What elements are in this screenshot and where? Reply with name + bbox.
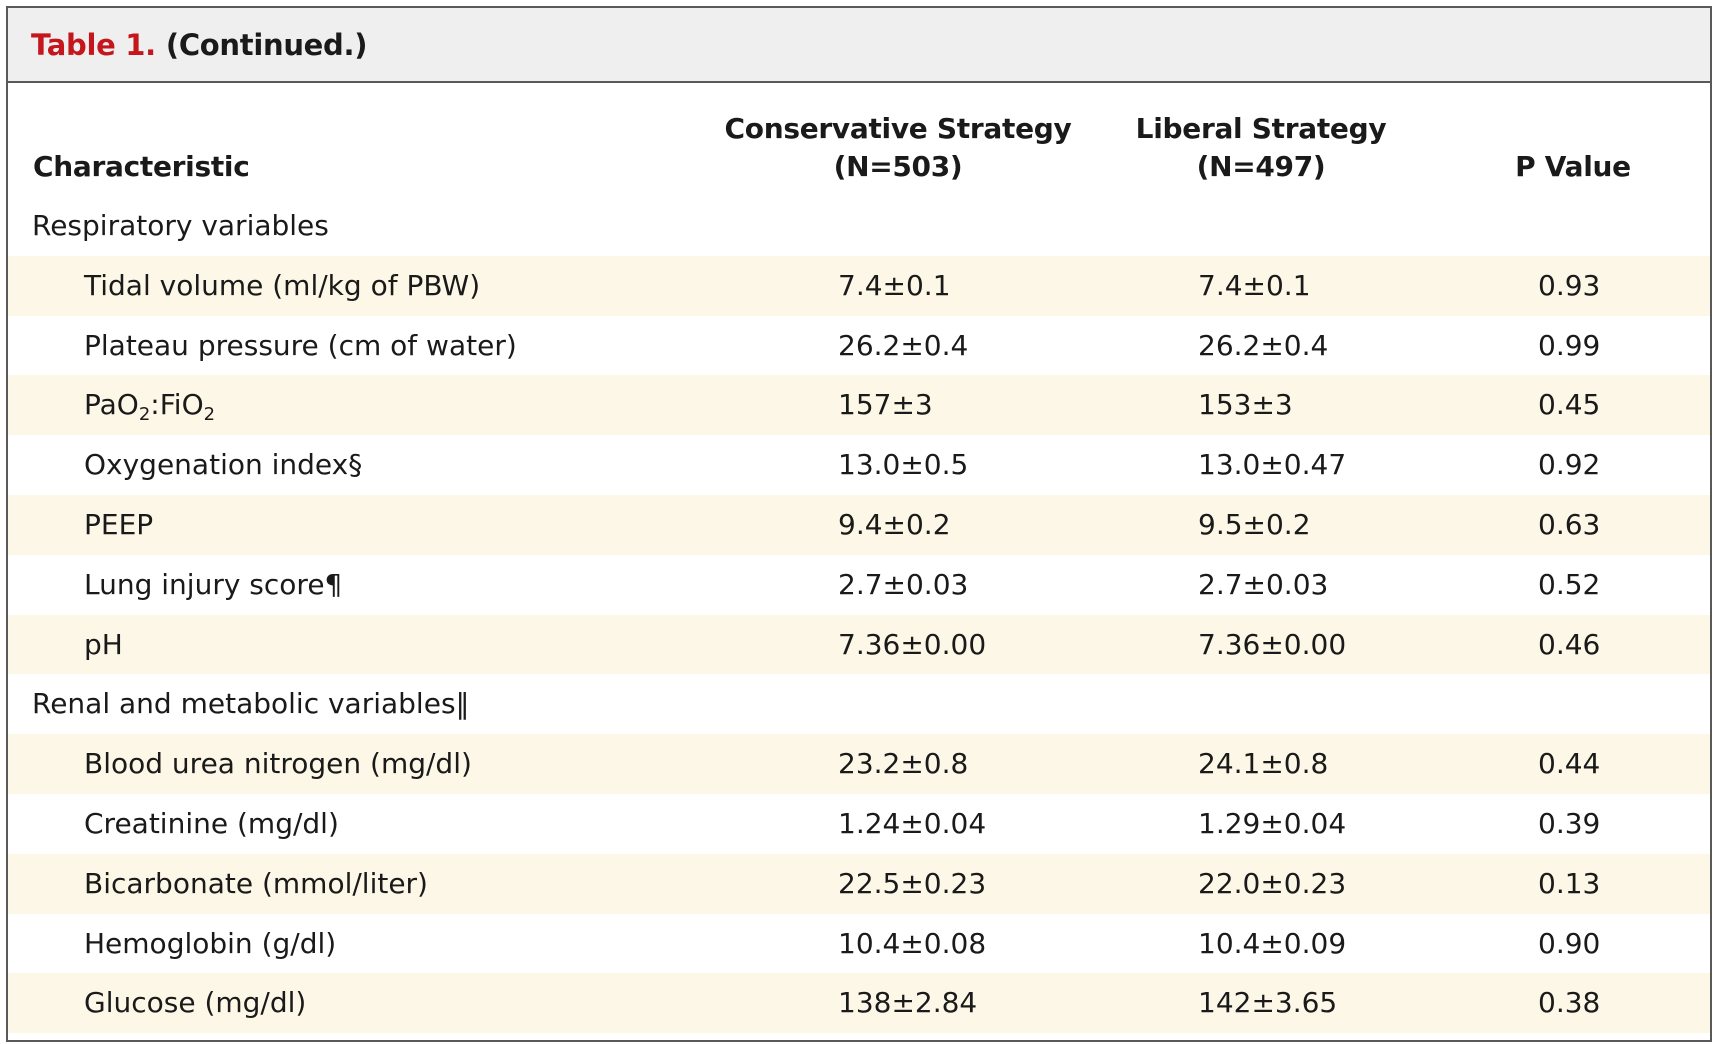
liberal-value: 24.1±0.8 xyxy=(1198,747,1329,781)
p-value: 0.92 xyxy=(1538,448,1601,482)
p-value: 0.93 xyxy=(1538,268,1601,302)
liberal-value: 7.36±0.00 xyxy=(1198,627,1347,661)
row-label: Renal and metabolic variables‖ xyxy=(32,687,470,721)
table-row: Lung injury score¶ 2.7±0.03 2.7±0.03 0.5… xyxy=(8,555,1710,615)
p-value: 0.38 xyxy=(1538,986,1601,1020)
table-continued: (Continued.) xyxy=(165,28,368,62)
row-label: Creatinine (mg/dl) xyxy=(84,806,339,840)
p-value: 0.13 xyxy=(1538,866,1601,900)
header-liberal: Liberal Strategy (N=497) xyxy=(1051,110,1471,186)
conservative-value: 26.2±0.4 xyxy=(838,328,969,362)
header-p-value: P Value xyxy=(1515,150,1631,183)
row-label: Lung injury score¶ xyxy=(84,567,343,601)
label-part: PaO xyxy=(84,388,139,422)
p-value: 0.45 xyxy=(1538,388,1601,422)
conservative-value: 1.24±0.04 xyxy=(838,806,987,840)
conservative-value: 22.5±0.23 xyxy=(838,866,987,900)
row-label-pao2-fio2: PaO2:FiO2 xyxy=(84,375,215,435)
row-label: Glucose (mg/dl) xyxy=(84,986,307,1020)
liberal-value: 26.2±0.4 xyxy=(1198,328,1329,362)
p-value: 0.63 xyxy=(1538,507,1601,541)
table-row: PaO2:FiO2 157±3 153±3 0.45 xyxy=(8,375,1710,436)
liberal-value: 142±3.65 xyxy=(1198,986,1338,1020)
conservative-value: 7.4±0.1 xyxy=(838,268,951,302)
conservative-value: 23.2±0.8 xyxy=(838,747,969,781)
row-label: Plateau pressure (cm of water) xyxy=(84,328,517,362)
table-row: Glucose (mg/dl) 138±2.84 142±3.65 0.38 xyxy=(8,973,1710,1034)
table-row: Tidal volume (ml/kg of PBW) 7.4±0.1 7.4±… xyxy=(8,255,1710,316)
row-label: Blood urea nitrogen (mg/dl) xyxy=(84,747,472,781)
row-label: Tidal volume (ml/kg of PBW) xyxy=(84,268,481,302)
liberal-value: 153±3 xyxy=(1198,388,1293,422)
liberal-value: 22.0±0.23 xyxy=(1198,866,1347,900)
conservative-value: 10.4±0.08 xyxy=(838,926,987,960)
conservative-value: 138±2.84 xyxy=(838,986,978,1020)
table-title-bar: Table 1. (Continued.) xyxy=(8,8,1710,83)
liberal-value: 2.7±0.03 xyxy=(1198,567,1329,601)
p-value: 0.44 xyxy=(1538,747,1601,781)
table-body: Respiratory variables Tidal volume (ml/k… xyxy=(8,196,1710,1034)
p-value: 0.90 xyxy=(1538,926,1601,960)
table-row: Oxygenation index§ 13.0±0.5 13.0±0.47 0.… xyxy=(8,435,1710,495)
row-label: Bicarbonate (mmol/liter) xyxy=(84,866,428,900)
table-frame: Table 1. (Continued.) Characteristic Cons… xyxy=(6,6,1712,1042)
table-row: Plateau pressure (cm of water) 26.2±0.4 … xyxy=(8,316,1710,376)
conservative-value: 2.7±0.03 xyxy=(838,567,969,601)
header-characteristic: Characteristic xyxy=(33,150,250,183)
conservative-value: 157±3 xyxy=(838,388,933,422)
header-conservative: Conservative Strategy (N=503) xyxy=(688,110,1108,186)
label-subscript: 2 xyxy=(138,404,151,426)
row-label: Respiratory variables xyxy=(32,209,329,242)
header-conservative-n: (N=503) xyxy=(833,150,963,183)
table-number: Table 1. xyxy=(31,28,156,62)
liberal-value: 13.0±0.47 xyxy=(1198,448,1347,482)
header-liberal-n: (N=497) xyxy=(1196,150,1326,183)
table-row: PEEP 9.4±0.2 9.5±0.2 0.63 xyxy=(8,494,1710,555)
liberal-value: 7.4±0.1 xyxy=(1198,268,1311,302)
conservative-value: 7.36±0.00 xyxy=(838,627,987,661)
liberal-value: 10.4±0.09 xyxy=(1198,926,1347,960)
table-row: Bicarbonate (mmol/liter) 22.5±0.23 22.0±… xyxy=(8,853,1710,914)
row-label: Oxygenation index§ xyxy=(84,448,363,482)
liberal-value: 9.5±0.2 xyxy=(1198,507,1311,541)
section-row-respiratory: Respiratory variables xyxy=(8,196,1710,256)
p-value: 0.99 xyxy=(1538,328,1601,362)
table-row: Hemoglobin (g/dl) 10.4±0.08 10.4±0.09 0.… xyxy=(8,914,1710,974)
p-value: 0.46 xyxy=(1538,627,1601,661)
table-title: Table 1. (Continued.) xyxy=(31,28,367,62)
row-label: pH xyxy=(84,627,123,661)
header-liberal-name: Liberal Strategy xyxy=(1135,112,1387,145)
header-conservative-name: Conservative Strategy xyxy=(724,112,1072,145)
row-label: Hemoglobin (g/dl) xyxy=(84,926,337,960)
p-value: 0.52 xyxy=(1538,567,1601,601)
section-row-renal-metabolic: Renal and metabolic variables‖ xyxy=(8,674,1710,734)
row-label: PEEP xyxy=(84,507,154,541)
p-value: 0.39 xyxy=(1538,806,1601,840)
table-row: pH 7.36±0.00 7.36±0.00 0.46 xyxy=(8,614,1710,675)
conservative-value: 9.4±0.2 xyxy=(838,507,951,541)
table-row: Creatinine (mg/dl) 1.24±0.04 1.29±0.04 0… xyxy=(8,794,1710,854)
label-subscript: 2 xyxy=(203,404,216,426)
label-part: :FiO xyxy=(150,388,204,422)
table-row: Blood urea nitrogen (mg/dl) 23.2±0.8 24.… xyxy=(8,734,1710,794)
liberal-value: 1.29±0.04 xyxy=(1198,806,1347,840)
conservative-value: 13.0±0.5 xyxy=(838,448,969,482)
